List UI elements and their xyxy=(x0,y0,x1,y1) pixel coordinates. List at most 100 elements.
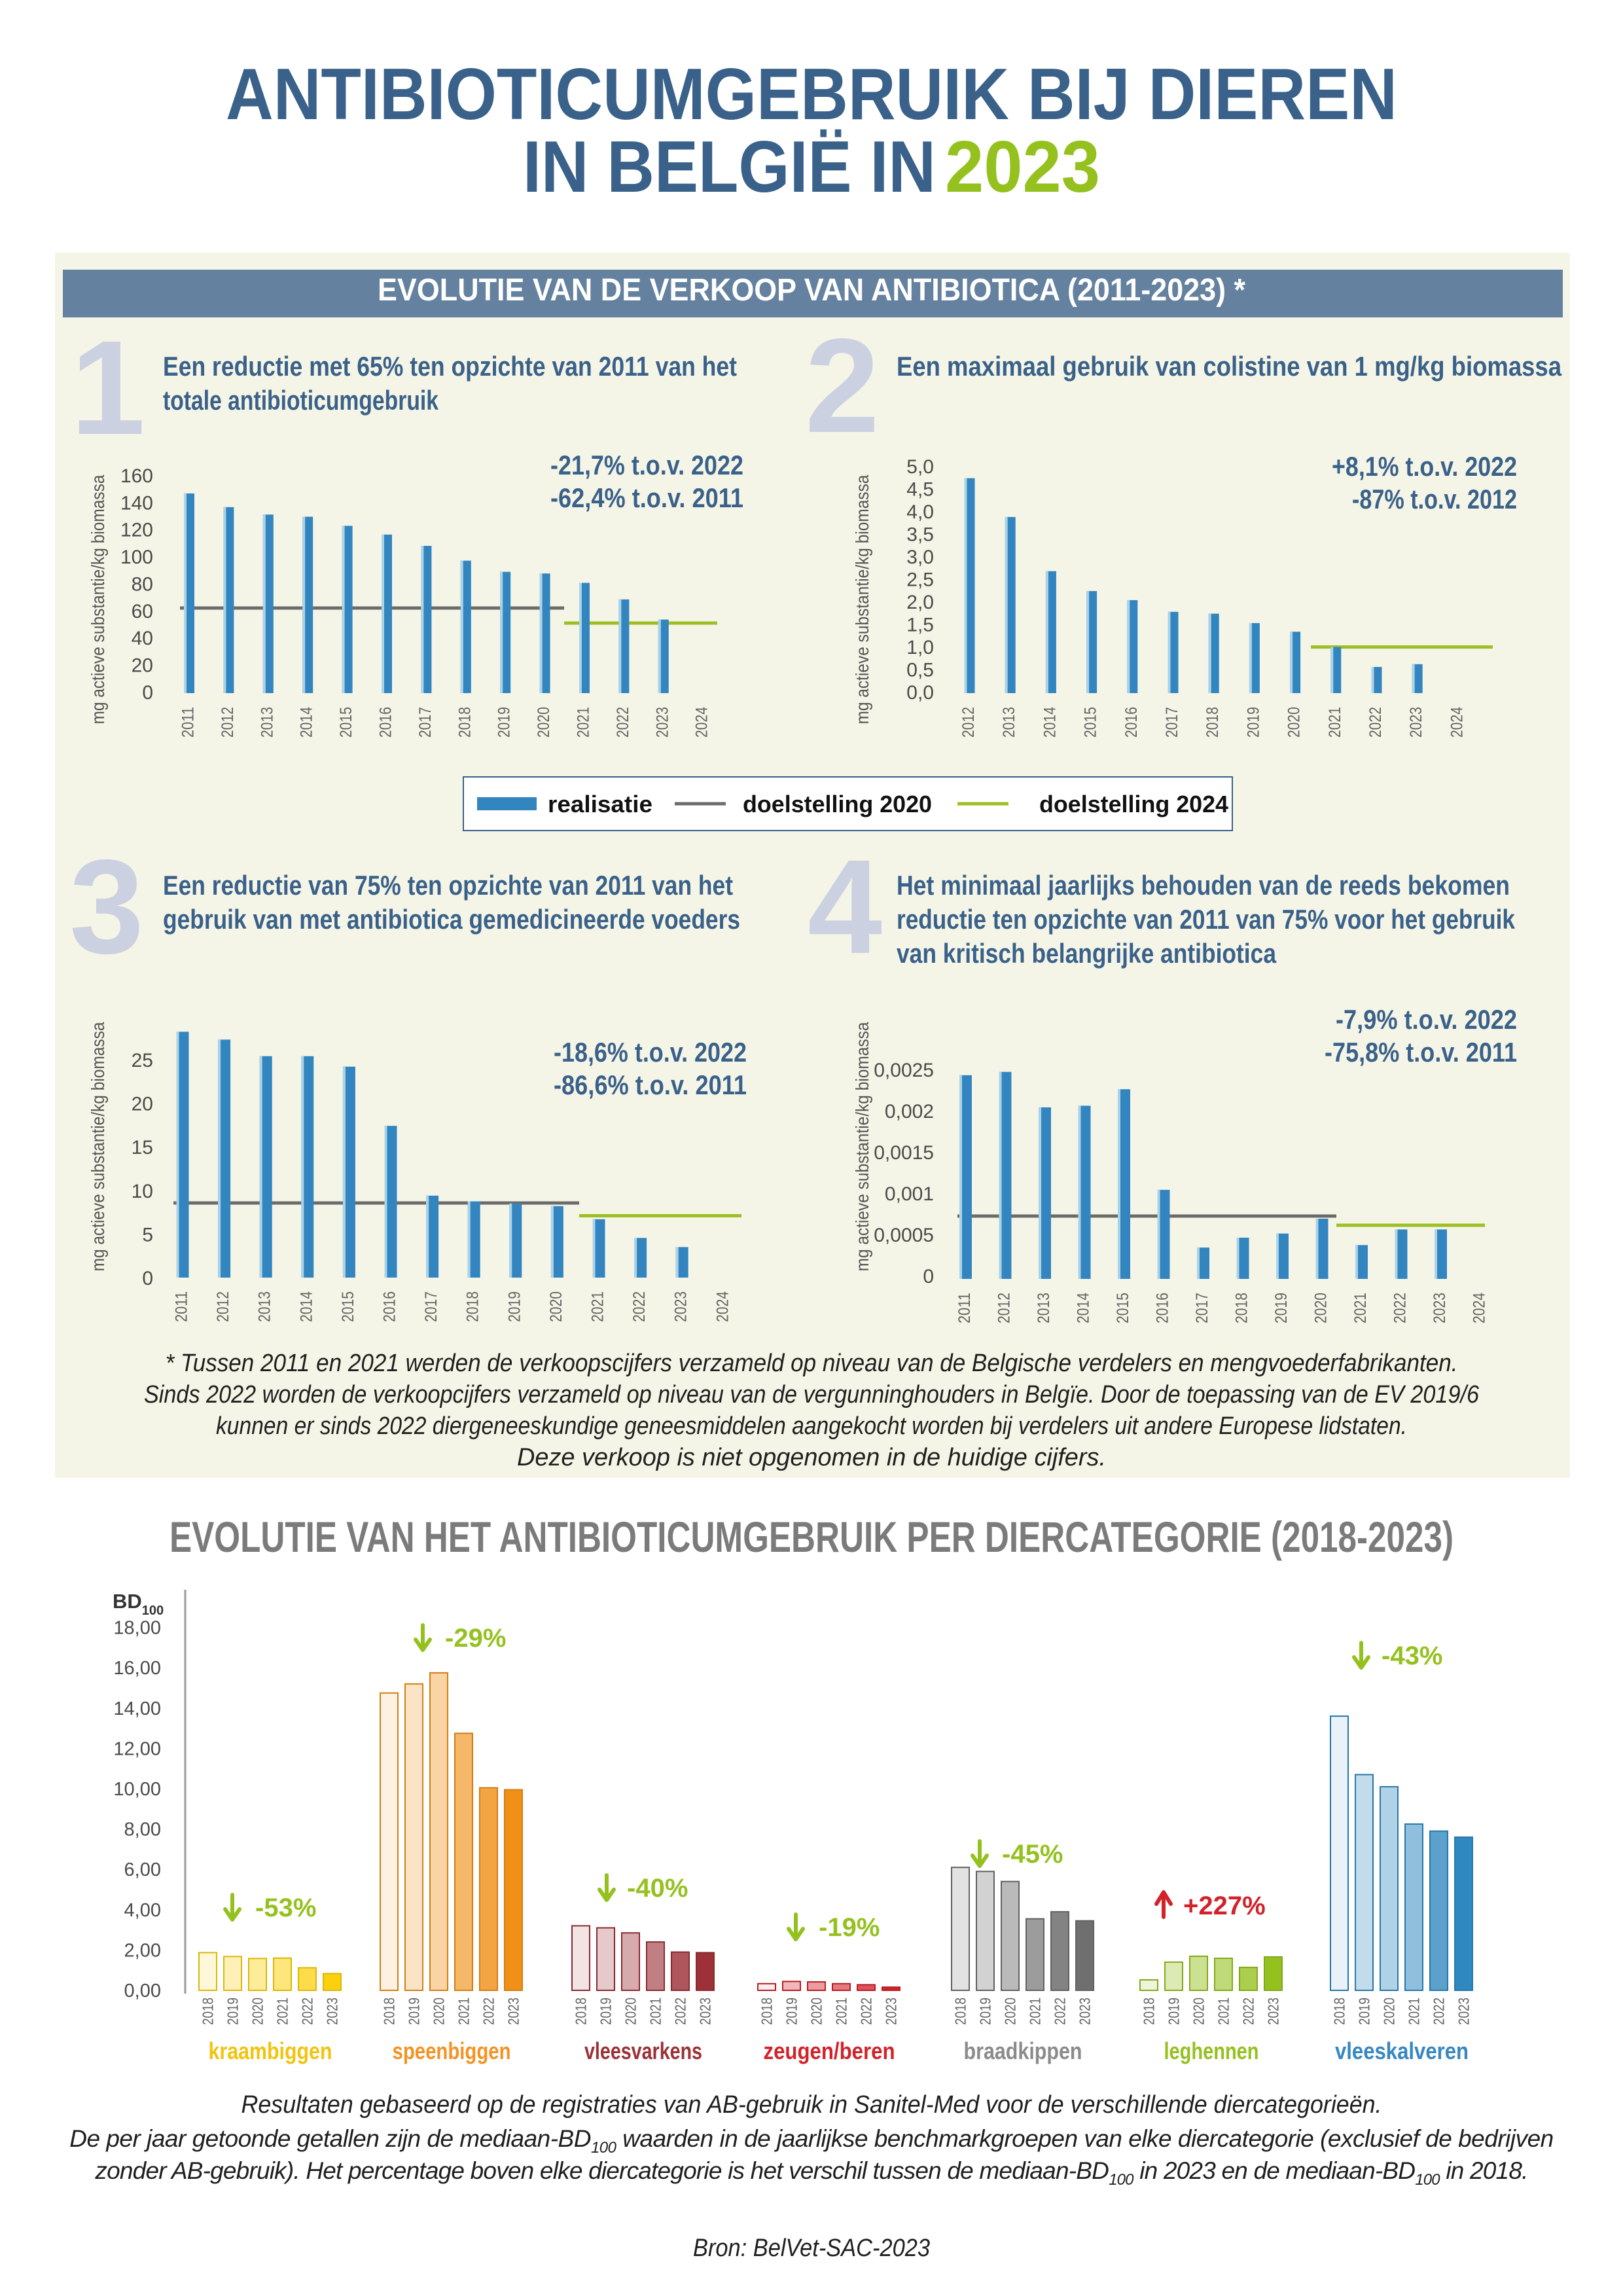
svg-text:-62,4% t.o.v. 2011: -62,4% t.o.v. 2011 xyxy=(550,482,743,513)
svg-text:18,00: 18,00 xyxy=(113,1618,161,1639)
svg-text:140: 140 xyxy=(120,492,153,514)
svg-text:2021: 2021 xyxy=(575,707,593,738)
svg-text:6,00: 6,00 xyxy=(124,1859,161,1880)
svg-text:5: 5 xyxy=(142,1224,153,1246)
svg-text:3: 3 xyxy=(69,832,144,982)
svg-text:2024: 2024 xyxy=(1448,707,1466,738)
svg-text:2023: 2023 xyxy=(1077,1998,1094,2025)
svg-text:2020: 2020 xyxy=(249,1998,266,2025)
svg-text:2011: 2011 xyxy=(173,1291,191,1322)
svg-text:braadkippen: braadkippen xyxy=(964,2037,1082,2064)
svg-text:2022: 2022 xyxy=(858,1998,875,2025)
svg-text:4,00: 4,00 xyxy=(124,1900,161,1921)
svg-text:0,0015: 0,0015 xyxy=(874,1142,934,1164)
svg-text:EVOLUTIE VAN HET ANTIBIOTICUMG: EVOLUTIE VAN HET ANTIBIOTICUMGEBRUIK PER… xyxy=(169,1513,1454,1561)
svg-text:2017: 2017 xyxy=(422,1291,440,1322)
svg-text:20: 20 xyxy=(132,1094,153,1115)
svg-text:160: 160 xyxy=(120,465,153,487)
svg-text:Het minimaal jaarlijks behoude: Het minimaal jaarlijks behouden van de r… xyxy=(897,870,1510,901)
svg-text:2023: 2023 xyxy=(653,707,671,738)
svg-text:mg actieve substantie/kg bioma: mg actieve substantie/kg biomassa xyxy=(852,1022,872,1271)
svg-text:2021: 2021 xyxy=(647,1998,664,2025)
svg-text:-53%: -53% xyxy=(255,1893,316,1922)
svg-text:2022: 2022 xyxy=(672,1998,689,2025)
svg-text:2015: 2015 xyxy=(1114,1293,1132,1323)
svg-text:10: 10 xyxy=(132,1181,153,1202)
svg-text:doelstelling 2020: doelstelling 2020 xyxy=(743,791,932,817)
svg-text:2021: 2021 xyxy=(455,1998,473,2025)
svg-text:doelstelling 2024: doelstelling 2024 xyxy=(1039,791,1228,817)
svg-text:0: 0 xyxy=(142,682,153,704)
svg-text:2017: 2017 xyxy=(416,707,435,738)
svg-text:totale antibioticumgebruik: totale antibioticumgebruik xyxy=(163,385,439,416)
svg-text:-21,7% t.o.v. 2022: -21,7% t.o.v. 2022 xyxy=(550,450,743,480)
svg-text:2022: 2022 xyxy=(1366,707,1385,738)
svg-text:2016: 2016 xyxy=(381,1291,399,1322)
svg-text:8,00: 8,00 xyxy=(124,1820,161,1840)
svg-text:1: 1 xyxy=(71,313,145,463)
svg-text:2019: 2019 xyxy=(224,1998,241,2025)
svg-text:van kritisch belangrijke antib: van kritisch belangrijke antibiotica xyxy=(897,938,1277,969)
svg-text:Een reductie van 75% ten opzic: Een reductie van 75% ten opzichte van 20… xyxy=(163,870,733,901)
svg-text:5,0: 5,0 xyxy=(906,456,934,478)
svg-text:2022: 2022 xyxy=(1391,1293,1410,1323)
svg-text:2015: 2015 xyxy=(339,1291,357,1322)
svg-text:10,00: 10,00 xyxy=(113,1779,161,1800)
svg-text:0,0005: 0,0005 xyxy=(874,1225,934,1246)
svg-text:2021: 2021 xyxy=(1406,1998,1423,2025)
svg-text:0,0025: 0,0025 xyxy=(874,1060,934,1081)
svg-text:2015: 2015 xyxy=(337,707,355,738)
svg-text:kraambiggen: kraambiggen xyxy=(209,2037,332,2064)
svg-text:gebruik van met antibiotica ge: gebruik van met antibiotica gemedicineer… xyxy=(163,904,740,935)
svg-text:0,00: 0,00 xyxy=(124,1981,161,2001)
svg-text:0,001: 0,001 xyxy=(885,1183,934,1205)
svg-text:2022: 2022 xyxy=(480,1998,497,2025)
svg-text:2022: 2022 xyxy=(630,1291,649,1322)
svg-text:mg actieve substantie/kg bioma: mg actieve substantie/kg biomassa xyxy=(852,475,872,724)
svg-text:Deze verkoop is niet opgenomen: Deze verkoop is niet opgenomen in de hui… xyxy=(517,1444,1106,1471)
svg-text:2018: 2018 xyxy=(1233,1293,1251,1323)
svg-text:ANTIBIOTICUMGEBRUIK BIJ DIEREN: ANTIBIOTICUMGEBRUIK BIJ DIEREN xyxy=(226,54,1397,135)
svg-text:12,00: 12,00 xyxy=(113,1738,161,1759)
svg-text:2020: 2020 xyxy=(547,1291,565,1322)
svg-text:2012: 2012 xyxy=(214,1291,232,1322)
svg-text:2021: 2021 xyxy=(1351,1293,1370,1323)
svg-text:2019: 2019 xyxy=(1166,1998,1183,2025)
svg-text:2022: 2022 xyxy=(1052,1998,1069,2025)
svg-text:2021: 2021 xyxy=(589,1291,607,1322)
svg-text:2017: 2017 xyxy=(1163,707,1181,738)
svg-text:Resultaten gebaseerd op de reg: Resultaten gebaseerd op de registraties … xyxy=(241,2091,1382,2119)
svg-text:60: 60 xyxy=(132,601,153,622)
svg-text:120: 120 xyxy=(120,520,153,541)
svg-text:mg actieve substantie/kg bioma: mg actieve substantie/kg biomassa xyxy=(88,1022,108,1271)
svg-text:15: 15 xyxy=(132,1137,153,1158)
svg-text:40: 40 xyxy=(132,628,153,649)
svg-text:2020: 2020 xyxy=(1312,1293,1330,1323)
svg-text:2021: 2021 xyxy=(1326,707,1344,738)
svg-text:IN BELGIË IN: IN BELGIË IN xyxy=(523,126,936,207)
svg-text:2015: 2015 xyxy=(1082,707,1100,738)
svg-text:2020: 2020 xyxy=(431,1998,448,2025)
svg-text:0,002: 0,002 xyxy=(885,1101,934,1122)
svg-text:2014: 2014 xyxy=(297,1291,315,1322)
svg-text:0,5: 0,5 xyxy=(906,660,934,681)
svg-text:2019: 2019 xyxy=(1272,1293,1291,1323)
svg-text:vleeskalveren: vleeskalveren xyxy=(1335,2037,1469,2064)
svg-text:-29%: -29% xyxy=(445,1624,506,1653)
svg-text:2022: 2022 xyxy=(1431,1998,1448,2025)
svg-text:2022: 2022 xyxy=(614,707,632,738)
svg-text:EVOLUTIE VAN DE VERKOOP VAN AN: EVOLUTIE VAN DE VERKOOP VAN ANTIBIOTICA … xyxy=(378,273,1245,308)
svg-text:2021: 2021 xyxy=(1027,1998,1044,2025)
svg-text:* Tussen 2011 en 2021 werden d: * Tussen 2011 en 2021 werden de verkoops… xyxy=(166,1350,1458,1377)
svg-text:2012: 2012 xyxy=(995,1293,1014,1323)
svg-text:2011: 2011 xyxy=(955,1293,974,1323)
svg-text:2013: 2013 xyxy=(1035,1293,1053,1323)
svg-text:2018: 2018 xyxy=(464,1291,482,1322)
svg-text:2020: 2020 xyxy=(1381,1998,1398,2025)
svg-text:2014: 2014 xyxy=(1075,1293,1093,1323)
svg-text:2024: 2024 xyxy=(1471,1293,1489,1323)
svg-text:2022: 2022 xyxy=(1240,1998,1257,2025)
svg-text:2021: 2021 xyxy=(833,1998,850,2025)
svg-text:2011: 2011 xyxy=(179,707,198,738)
svg-text:3,0: 3,0 xyxy=(906,547,934,568)
